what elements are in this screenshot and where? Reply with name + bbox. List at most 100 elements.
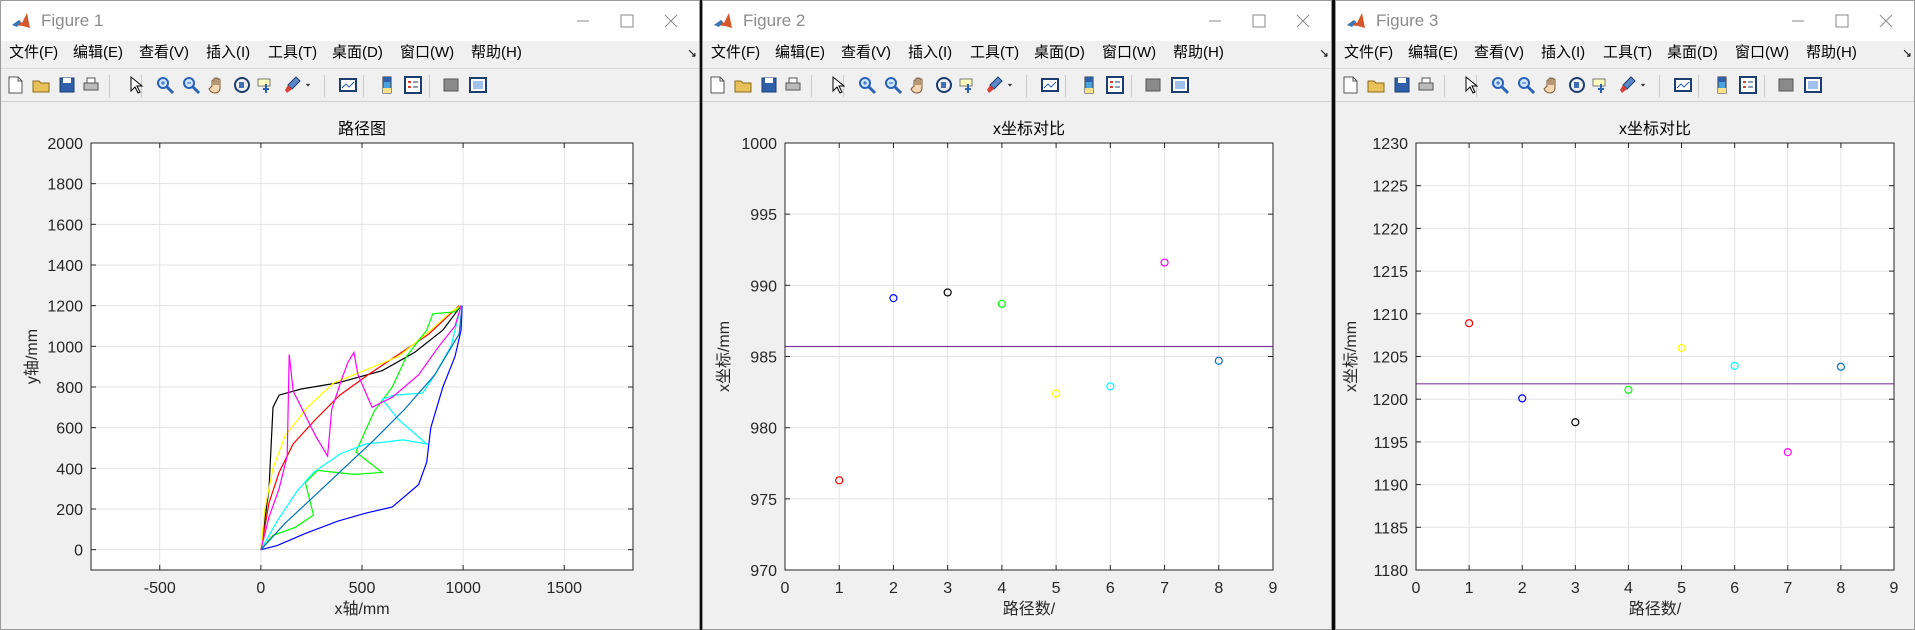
maximize-icon[interactable]: [1237, 1, 1281, 41]
show-plot-tools-icon[interactable]: [1170, 75, 1190, 95]
data-cursor-icon[interactable]: [256, 75, 276, 95]
open-file-icon[interactable]: [1366, 75, 1386, 95]
menu-item[interactable]: 工具(T): [1603, 44, 1653, 61]
menu-item[interactable]: 帮助(H): [471, 44, 522, 61]
plot-area[interactable]: 0 1 2 3 4 5 6 7 8 9 970 975 980 985 990 995 1000 x坐标对比路径数…: [703, 103, 1331, 630]
maximize-icon[interactable]: [1820, 1, 1864, 41]
brush-icon[interactable]: [984, 75, 1004, 95]
link-plot-icon[interactable]: [338, 75, 358, 95]
menu-item[interactable]: 查看(V): [139, 44, 189, 61]
save-icon[interactable]: [759, 75, 779, 95]
hide-plot-tools-icon[interactable]: [441, 75, 461, 95]
x-tick-label: 6: [1730, 580, 1739, 597]
save-icon[interactable]: [57, 75, 77, 95]
pan-hand-icon[interactable]: [909, 75, 929, 95]
menu-item[interactable]: 工具(T): [268, 44, 318, 61]
menu-item[interactable]: 查看(V): [1474, 44, 1524, 61]
brush-icon[interactable]: [1617, 75, 1637, 95]
close-icon[interactable]: [649, 1, 693, 41]
zoom-out-icon[interactable]: [181, 75, 201, 95]
menu-overflow-arrow[interactable]: ↘: [1902, 46, 1913, 60]
pan-hand-icon[interactable]: [1542, 75, 1562, 95]
zoom-in-icon[interactable]: [857, 75, 877, 95]
zoom-out-icon[interactable]: [1516, 75, 1536, 95]
close-icon[interactable]: [1864, 1, 1908, 41]
toolbar-separator: [1659, 75, 1660, 97]
insert-legend-icon[interactable]: [1738, 75, 1758, 95]
zoom-in-icon[interactable]: [155, 75, 175, 95]
menu-item[interactable]: 编辑(E): [1408, 44, 1458, 61]
pan-hand-icon[interactable]: [207, 75, 227, 95]
menu-item[interactable]: 桌面(D): [1667, 44, 1718, 61]
brush-dropdown-icon[interactable]: [1005, 75, 1015, 95]
new-figure-icon[interactable]: [5, 75, 25, 95]
new-figure-icon[interactable]: [1340, 75, 1360, 95]
plot-area[interactable]: 0 1 2 3 4 5 6 7 8 9 1180 1185 1190 1195 1200 1205 1210 12…: [1336, 103, 1914, 630]
zoom-in-icon[interactable]: [1490, 75, 1510, 95]
hide-plot-tools-icon[interactable]: [1776, 75, 1796, 95]
save-icon[interactable]: [1392, 75, 1412, 95]
menu-item[interactable]: 插入(I): [1541, 44, 1586, 61]
menu-item[interactable]: 帮助(H): [1806, 44, 1857, 61]
insert-legend-icon[interactable]: [403, 75, 423, 95]
rotate-3d-icon[interactable]: [232, 75, 252, 95]
close-icon[interactable]: [1281, 1, 1325, 41]
menu-overflow-arrow[interactable]: ↘: [1319, 46, 1330, 60]
menu-item[interactable]: 窗口(W): [1102, 44, 1157, 61]
menu-item[interactable]: 插入(I): [206, 44, 251, 61]
edit-plot-arrow-icon[interactable]: [1460, 75, 1480, 95]
show-plot-tools-icon[interactable]: [1803, 75, 1823, 95]
menu-item[interactable]: 编辑(E): [73, 44, 123, 61]
insert-colorbar-icon[interactable]: [1712, 75, 1732, 95]
menu-overflow-arrow[interactable]: ↘: [687, 46, 698, 60]
zoom-out-icon[interactable]: [883, 75, 903, 95]
insert-legend-icon[interactable]: [1105, 75, 1125, 95]
edit-plot-arrow-icon[interactable]: [827, 75, 847, 95]
brush-dropdown-icon[interactable]: [303, 75, 313, 95]
menu-item[interactable]: 桌面(D): [332, 44, 383, 61]
toolbar-separator: [429, 75, 430, 97]
show-plot-tools-icon[interactable]: [468, 75, 488, 95]
menu-item[interactable]: 文件(F): [1344, 44, 1394, 61]
print-icon[interactable]: [81, 75, 101, 95]
brush-dropdown-icon[interactable]: [1638, 75, 1648, 95]
minimize-icon[interactable]: [1776, 1, 1820, 41]
menu-item[interactable]: 查看(V): [841, 44, 891, 61]
edit-plot-arrow-icon[interactable]: [125, 75, 145, 95]
link-plot-icon[interactable]: [1673, 75, 1693, 95]
brush-icon[interactable]: [282, 75, 302, 95]
insert-colorbar-icon[interactable]: [1079, 75, 1099, 95]
x-axis-label: 路径数/: [1629, 600, 1682, 618]
link-plot-icon[interactable]: [1040, 75, 1060, 95]
x-tick-label: 9: [1269, 580, 1278, 597]
rotate-3d-icon[interactable]: [934, 75, 954, 95]
data-cursor-icon[interactable]: [1591, 75, 1611, 95]
toolbar-separator: [1131, 75, 1132, 97]
hide-plot-tools-icon[interactable]: [1143, 75, 1163, 95]
minimize-icon[interactable]: [1193, 1, 1237, 41]
insert-colorbar-icon[interactable]: [377, 75, 397, 95]
menu-item[interactable]: 工具(T): [970, 44, 1020, 61]
menu-item[interactable]: 文件(F): [9, 44, 59, 61]
menu-item[interactable]: 编辑(E): [775, 44, 825, 61]
plot-area[interactable]: -500 0 500 1000 1500 0 200 400 600 800 1000 1200 140…: [1, 103, 699, 630]
matlab-logo-icon: [1347, 13, 1365, 28]
maximize-icon[interactable]: [605, 1, 649, 41]
y-tick-label: 990: [750, 278, 777, 295]
x-axis-label: 路径数/: [1003, 600, 1056, 618]
print-icon[interactable]: [783, 75, 803, 95]
menu-item[interactable]: 文件(F): [711, 44, 761, 61]
menu-item[interactable]: 桌面(D): [1034, 44, 1085, 61]
minimize-icon[interactable]: [561, 1, 605, 41]
toolbar-separator: [1444, 75, 1445, 97]
print-icon[interactable]: [1416, 75, 1436, 95]
menu-item[interactable]: 窗口(W): [1735, 44, 1790, 61]
menu-item[interactable]: 帮助(H): [1173, 44, 1224, 61]
open-file-icon[interactable]: [31, 75, 51, 95]
new-figure-icon[interactable]: [707, 75, 727, 95]
open-file-icon[interactable]: [733, 75, 753, 95]
menu-item[interactable]: 插入(I): [908, 44, 953, 61]
rotate-3d-icon[interactable]: [1567, 75, 1587, 95]
data-cursor-icon[interactable]: [958, 75, 978, 95]
menu-item[interactable]: 窗口(W): [400, 44, 455, 61]
